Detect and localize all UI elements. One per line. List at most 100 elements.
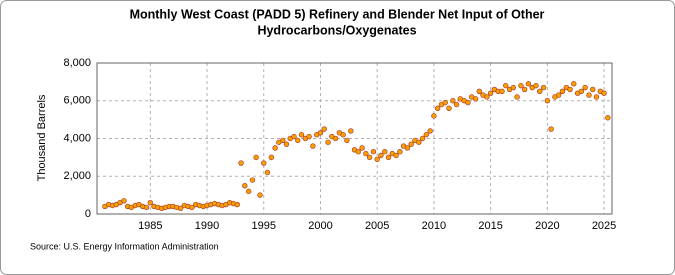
point bbox=[272, 145, 278, 151]
y-tick-label: 0 bbox=[85, 208, 91, 220]
point bbox=[253, 154, 259, 161]
point bbox=[404, 145, 411, 151]
point bbox=[487, 90, 494, 96]
point bbox=[431, 113, 437, 119]
point bbox=[279, 137, 286, 144]
point bbox=[559, 88, 566, 95]
point bbox=[408, 141, 414, 147]
point bbox=[450, 98, 456, 104]
point bbox=[518, 82, 524, 89]
point bbox=[344, 137, 350, 144]
y-tick-label: 2,000 bbox=[63, 170, 91, 182]
point bbox=[264, 169, 271, 176]
point bbox=[593, 94, 600, 100]
point bbox=[590, 86, 596, 93]
point bbox=[544, 98, 551, 104]
x-tick-label: 2020 bbox=[535, 220, 559, 232]
point bbox=[472, 96, 479, 102]
point bbox=[499, 88, 505, 95]
point bbox=[257, 192, 263, 198]
point bbox=[242, 182, 248, 189]
point bbox=[348, 128, 354, 134]
point bbox=[476, 88, 482, 95]
point bbox=[465, 99, 471, 106]
point bbox=[382, 149, 388, 155]
point bbox=[306, 133, 312, 140]
point bbox=[325, 139, 331, 145]
point bbox=[484, 94, 490, 100]
point bbox=[143, 204, 150, 211]
point bbox=[503, 82, 509, 89]
point bbox=[567, 86, 573, 93]
point bbox=[321, 126, 327, 132]
point bbox=[370, 149, 377, 155]
point bbox=[419, 135, 426, 142]
point bbox=[234, 201, 241, 208]
point bbox=[510, 84, 517, 91]
chart-title: Hydrocarbons/Oxygenates bbox=[257, 23, 416, 37]
point bbox=[363, 150, 369, 157]
point bbox=[442, 99, 448, 106]
point bbox=[283, 141, 290, 147]
point bbox=[332, 135, 339, 142]
point bbox=[601, 90, 607, 96]
x-tick-label: 1995 bbox=[252, 220, 276, 232]
point bbox=[397, 149, 403, 155]
point bbox=[423, 132, 430, 138]
point bbox=[121, 198, 127, 204]
point bbox=[245, 188, 252, 195]
point bbox=[374, 156, 380, 162]
point bbox=[298, 132, 305, 138]
x-tick-label: 1985 bbox=[138, 220, 162, 232]
point bbox=[355, 149, 361, 155]
point bbox=[189, 204, 195, 211]
point bbox=[295, 137, 301, 144]
y-tick-label: 6,000 bbox=[63, 95, 91, 107]
x-tick-label: 2005 bbox=[365, 220, 389, 232]
point bbox=[427, 128, 433, 134]
point bbox=[416, 139, 422, 145]
point bbox=[268, 154, 275, 161]
point bbox=[578, 88, 585, 95]
point bbox=[525, 81, 532, 87]
source: Source: U.S. Energy Information Administ… bbox=[30, 241, 219, 251]
point bbox=[310, 143, 316, 149]
point bbox=[359, 145, 365, 151]
point bbox=[548, 126, 554, 132]
x-tick-label: 2000 bbox=[308, 220, 332, 232]
point bbox=[393, 152, 399, 159]
point bbox=[537, 88, 543, 95]
point bbox=[453, 101, 460, 108]
point bbox=[533, 82, 539, 89]
point bbox=[249, 177, 256, 183]
x-tick-label: 2010 bbox=[422, 220, 446, 232]
point bbox=[261, 160, 267, 166]
point bbox=[571, 81, 577, 87]
point bbox=[238, 160, 244, 166]
point bbox=[446, 105, 452, 112]
point bbox=[521, 86, 528, 93]
point bbox=[378, 152, 384, 159]
point bbox=[582, 84, 588, 91]
point bbox=[434, 105, 441, 112]
point bbox=[317, 130, 324, 136]
plot-border bbox=[96, 62, 613, 215]
point bbox=[555, 92, 562, 98]
chart-title: Monthly West Coast (PADD 5) Refinery and… bbox=[130, 7, 545, 21]
y-axis-label: Thousand Barrels bbox=[36, 94, 48, 181]
point bbox=[366, 154, 373, 161]
point bbox=[291, 133, 297, 140]
x-tick-label: 2015 bbox=[478, 220, 502, 232]
point bbox=[147, 199, 154, 206]
point bbox=[340, 132, 346, 138]
point bbox=[177, 205, 184, 212]
point bbox=[385, 154, 392, 161]
point bbox=[586, 92, 592, 98]
x-tick-label: 2025 bbox=[592, 220, 616, 232]
point bbox=[514, 94, 520, 100]
y-tick-label: 8,000 bbox=[63, 57, 91, 69]
x-tick-label: 1990 bbox=[195, 220, 219, 232]
y-tick-label: 4,000 bbox=[63, 132, 91, 144]
